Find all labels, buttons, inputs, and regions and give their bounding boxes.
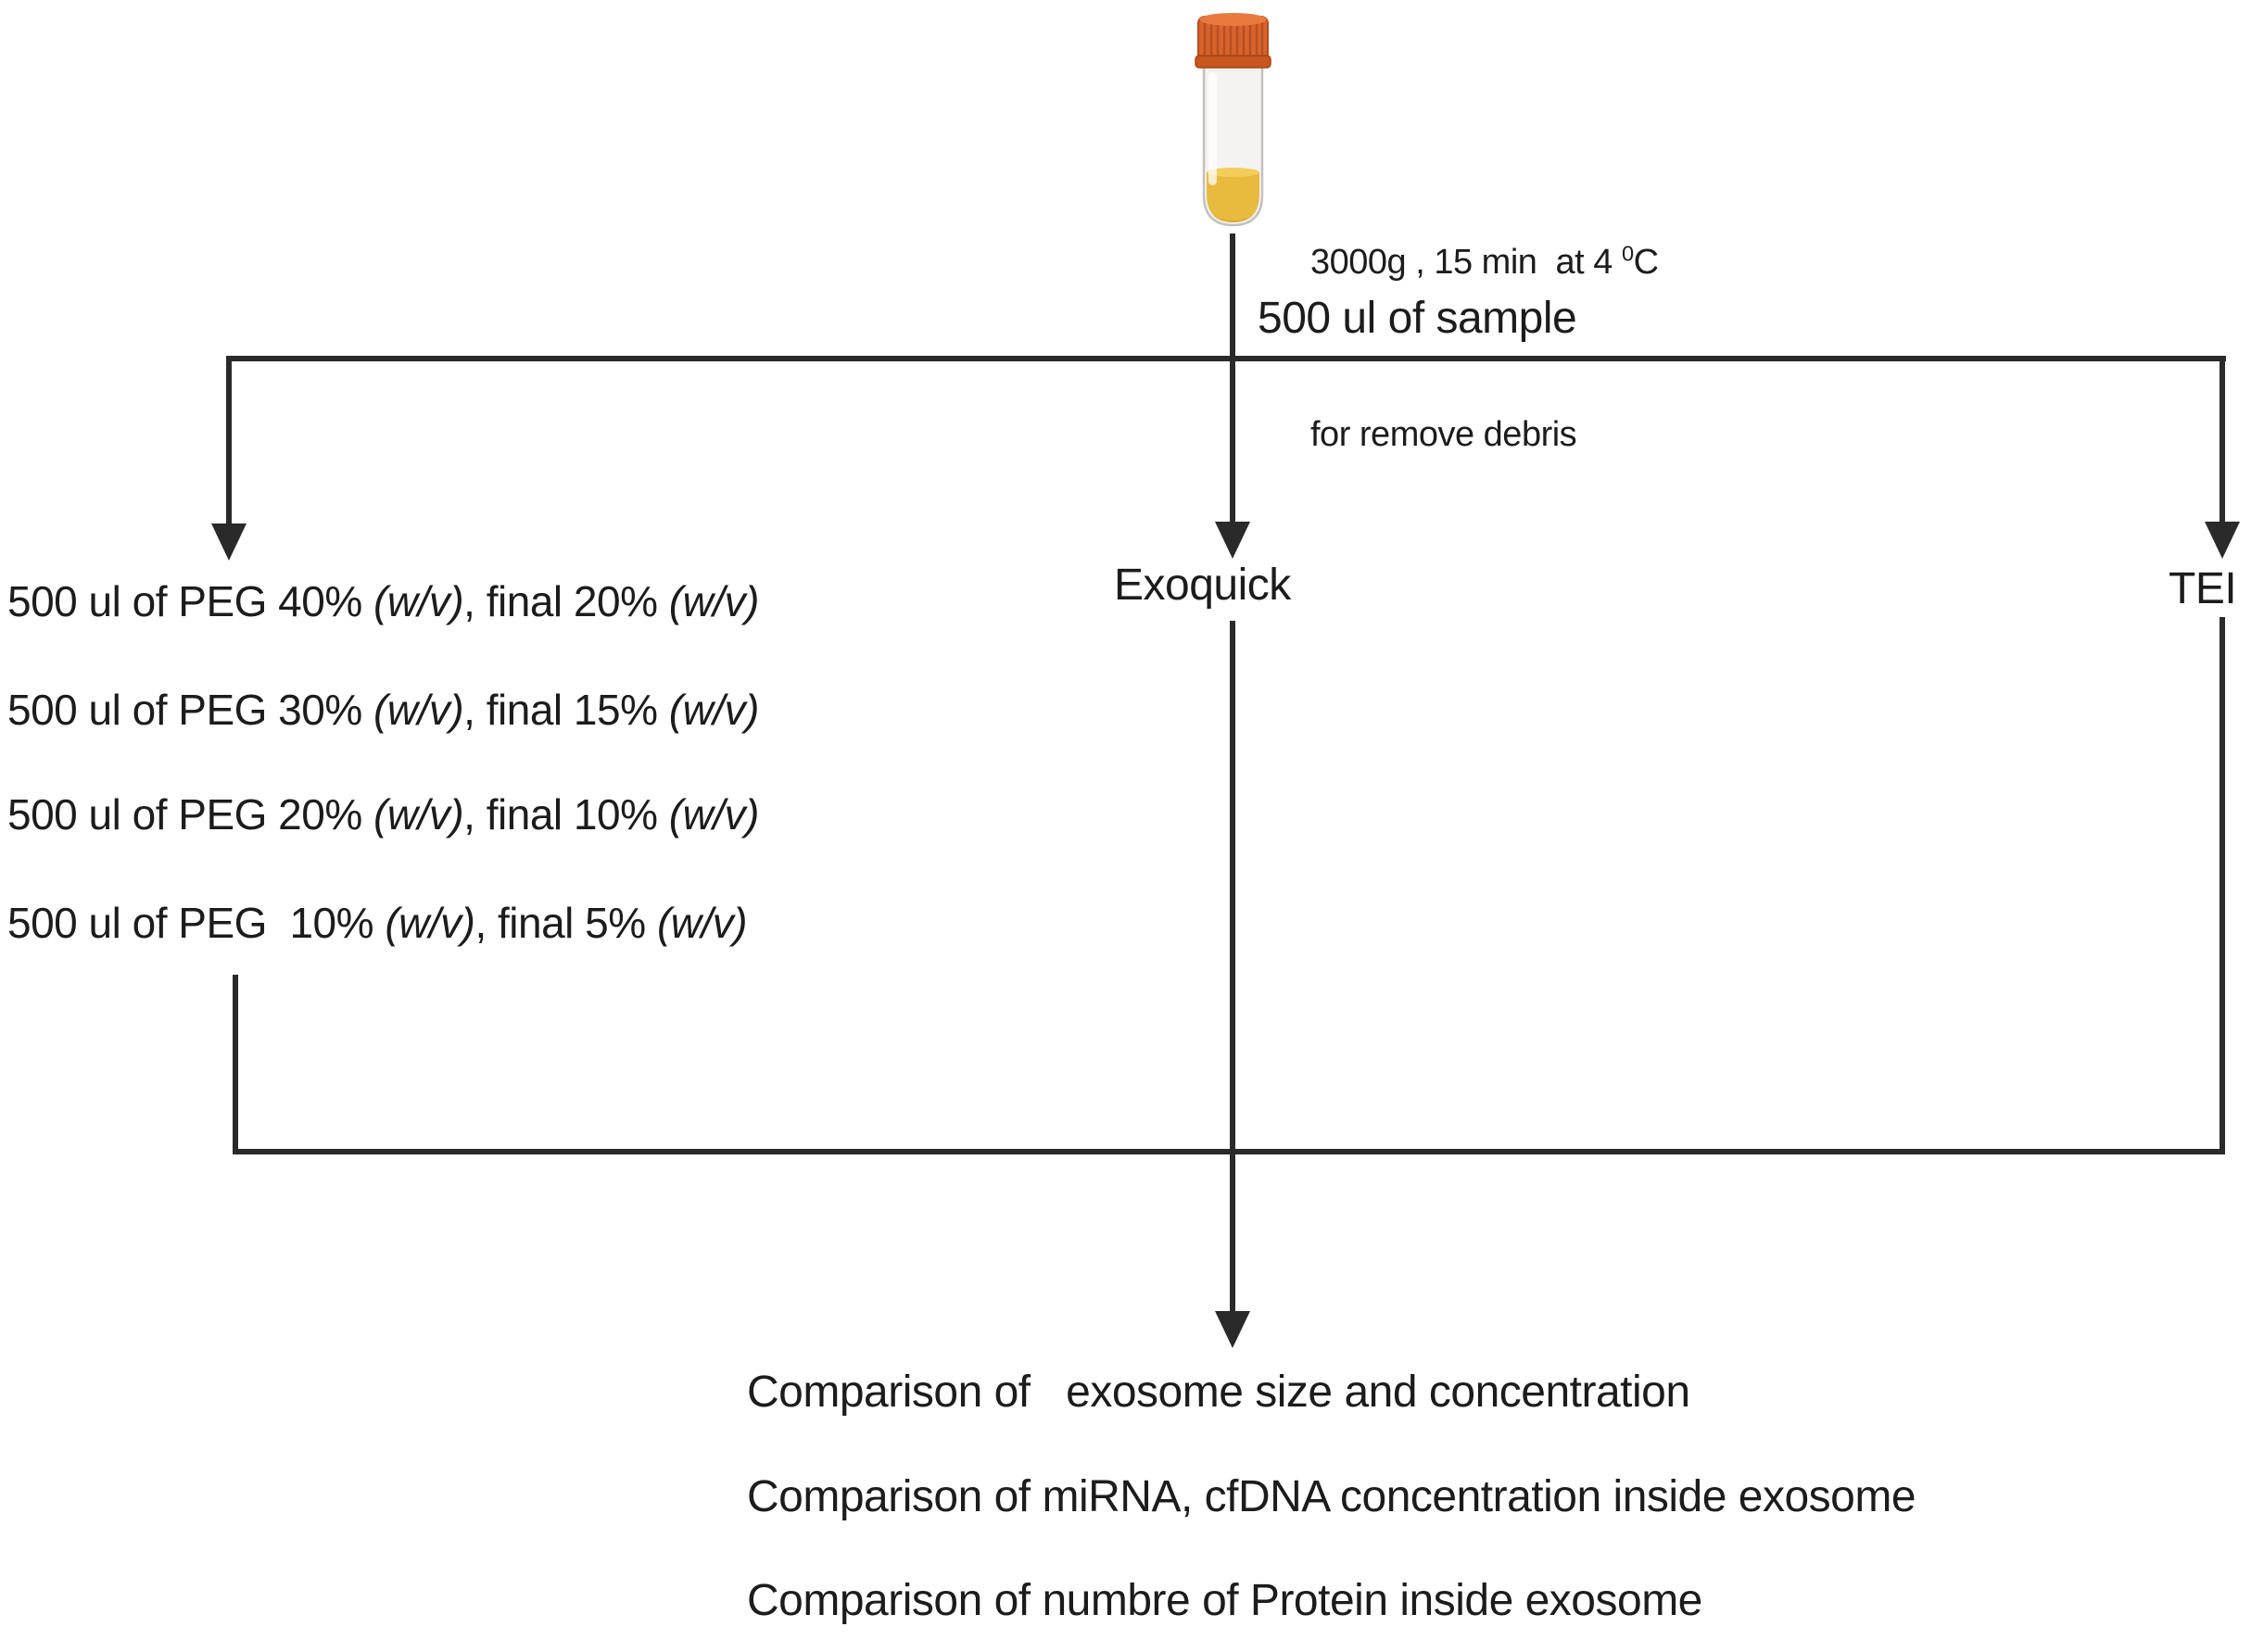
note-line1-text: 3000g , 15 min at 4 [1310, 243, 1622, 282]
peg-option-1-wv1: (w/v) [373, 577, 464, 625]
connector-left-descender [233, 975, 238, 1154]
branch-label-tei: TEI [2169, 564, 2237, 613]
peg-option-3: 500 ul of PEG 20% (w/v), final 10% (w/v) [7, 790, 759, 839]
peg-option-3-wv1: (w/v) [373, 790, 464, 839]
connector-center-top [1230, 233, 1235, 522]
peg-option-2-text: 500 ul of PEG 30% [7, 686, 374, 734]
sample-volume-label: 500 ul of sample [1258, 294, 1577, 343]
peg-option-2: 500 ul of PEG 30% (w/v), final 15% (w/v) [7, 686, 759, 735]
centrifugation-note: 3000g , 15 min at 4 0C for remove debris [1310, 119, 1659, 578]
connector-center-bottom [1230, 621, 1235, 1313]
peg-option-3-final: , final 10% [463, 790, 669, 839]
peg-option-3-text: 500 ul of PEG 20% [7, 790, 374, 839]
arrowhead-middle [1215, 522, 1250, 559]
note-line1-unit: C [1633, 243, 1659, 282]
peg-option-1-wv2: (w/v) [668, 577, 760, 625]
branch-label-exoquick: Exoquick [1114, 561, 1291, 610]
peg-option-2-final: , final 15% [463, 686, 669, 734]
peg-option-4-wv1: (w/v) [385, 899, 475, 947]
peg-option-4-final: , final 5% [474, 899, 657, 947]
peg-option-1-text: 500 ul of PEG 40% [7, 577, 374, 625]
peg-option-1: 500 ul of PEG 40% (w/v), final 20% (w/v) [7, 577, 759, 626]
connector-right-descender [2220, 617, 2225, 1154]
peg-option-2-wv2: (w/v) [668, 686, 760, 734]
arrowhead-bottom [1215, 1311, 1250, 1348]
peg-option-2-wv1: (w/v) [373, 686, 464, 734]
arrowhead-right [2205, 522, 2240, 559]
connector-left-vertical [226, 356, 232, 523]
arrowhead-left [211, 523, 247, 561]
peg-option-1-final: , final 20% [463, 577, 669, 625]
connector-top-horizontal [226, 356, 2226, 361]
peg-option-3-wv2: (w/v) [668, 790, 760, 839]
centrifugation-note-line2: for remove debris [1310, 415, 1577, 454]
connector-right-vertical [2220, 356, 2225, 522]
centrifugation-note-line1: 3000g , 15 min at 4 0C [1310, 233, 1659, 291]
peg-option-4-text: 500 ul of PEG 10% [7, 899, 386, 947]
outcome-line-3: Comparison of numbre of Protein inside e… [747, 1576, 1702, 1625]
outcome-line-2: Comparison of miRNA, cfDNA concentration… [747, 1472, 1916, 1521]
peg-option-4: 500 ul of PEG 10% (w/v), final 5% (w/v) [7, 899, 748, 948]
connector-bottom-horizontal [233, 1149, 2225, 1154]
outcome-line-1: Comparison of exosome size and concentra… [747, 1368, 1690, 1417]
sample-tube-icon [1195, 13, 1271, 227]
peg-option-4-wv2: (w/v) [656, 899, 748, 947]
degree-superscript: 0 [1621, 241, 1634, 266]
